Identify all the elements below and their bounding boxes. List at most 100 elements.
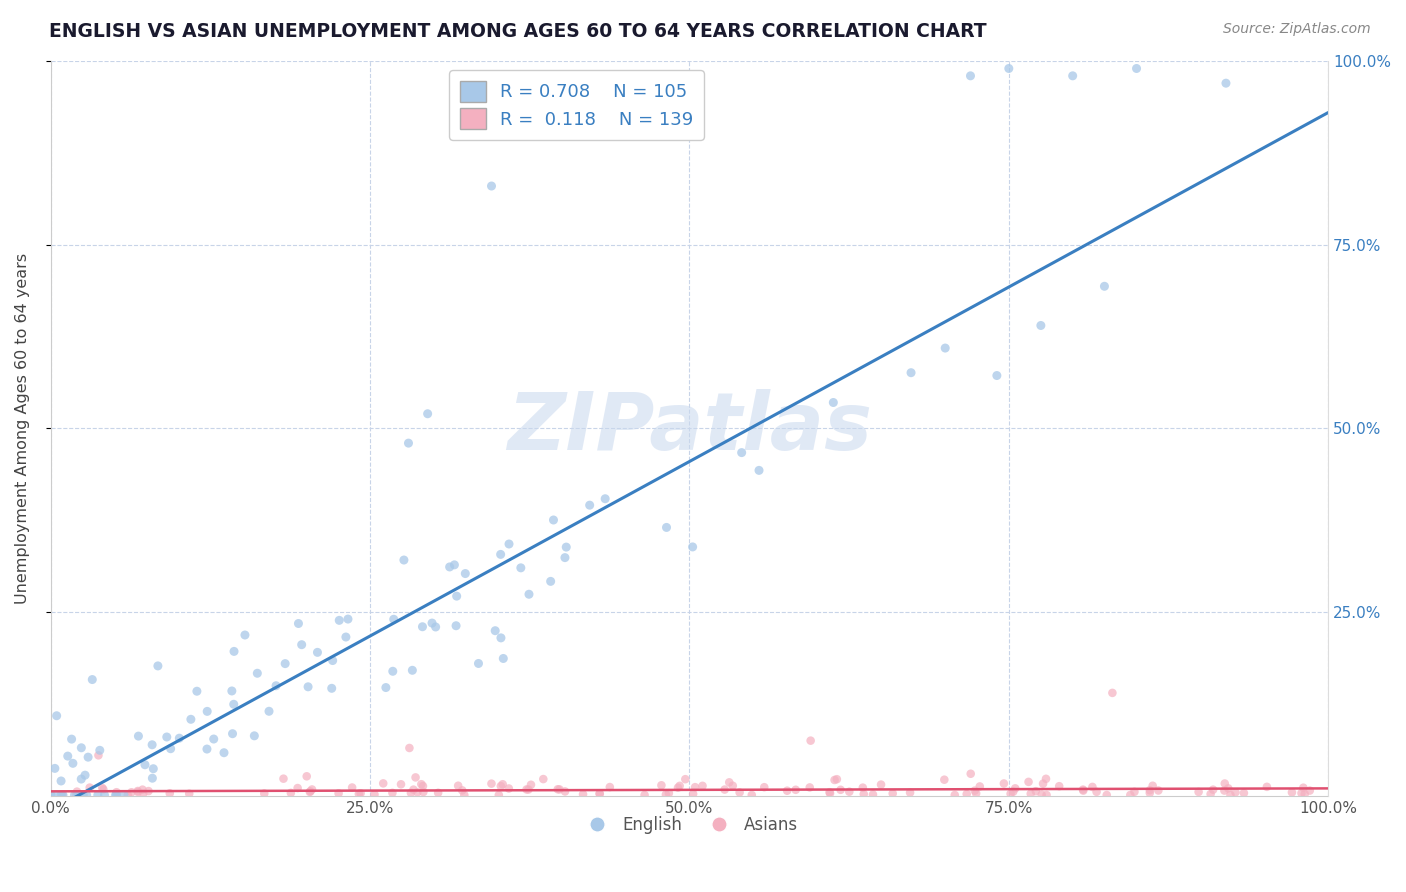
Point <box>75 768 97 782</box>
Point <box>142 762 165 776</box>
Point <box>335 630 357 644</box>
Point <box>998 62 1021 76</box>
Point <box>221 727 243 741</box>
Point <box>70 740 93 755</box>
Point <box>956 787 979 801</box>
Point <box>1139 786 1161 800</box>
Point <box>87 748 110 763</box>
Point <box>347 787 370 801</box>
Point <box>328 786 350 800</box>
Point <box>1047 779 1070 793</box>
Point <box>1125 62 1147 76</box>
Point <box>1256 780 1278 794</box>
Point <box>89 743 111 757</box>
Point <box>776 783 799 797</box>
Point <box>297 680 319 694</box>
Point <box>1292 780 1315 795</box>
Point <box>1025 784 1047 798</box>
Point <box>374 681 396 695</box>
Point <box>416 407 439 421</box>
Point <box>489 548 512 562</box>
Point <box>443 558 465 572</box>
Point <box>273 772 295 786</box>
Point <box>1094 279 1116 293</box>
Point <box>488 788 510 802</box>
Point <box>156 730 179 744</box>
Point <box>381 786 404 800</box>
Point <box>322 654 344 668</box>
Point <box>748 463 770 477</box>
Point <box>1218 781 1240 796</box>
Point <box>412 779 434 793</box>
Point <box>82 673 104 687</box>
Point <box>548 782 571 797</box>
Point <box>1233 786 1256 800</box>
Point <box>1002 785 1025 799</box>
Point <box>398 741 420 756</box>
Point <box>555 540 578 554</box>
Point <box>498 537 520 551</box>
Point <box>934 341 956 355</box>
Point <box>1219 788 1241 802</box>
Point <box>451 783 474 797</box>
Point <box>852 787 875 801</box>
Point <box>363 788 385 802</box>
Point <box>683 780 706 794</box>
Point <box>467 657 489 671</box>
Point <box>517 587 540 601</box>
Point <box>446 589 468 603</box>
Point <box>138 784 160 798</box>
Point <box>1147 783 1170 797</box>
Point <box>754 780 776 795</box>
Point <box>741 788 763 802</box>
Point <box>658 786 681 800</box>
Point <box>39 788 62 802</box>
Point <box>520 778 543 792</box>
Point <box>301 782 323 797</box>
Point <box>489 631 512 645</box>
Point <box>222 644 245 658</box>
Point <box>1018 775 1040 789</box>
Point <box>93 788 115 802</box>
Point <box>427 786 450 800</box>
Point <box>1019 787 1042 801</box>
Point <box>295 769 318 783</box>
Point <box>830 782 852 797</box>
Point <box>900 366 922 380</box>
Point <box>1291 786 1313 800</box>
Point <box>1139 783 1161 797</box>
Point <box>439 560 461 574</box>
Point <box>253 787 276 801</box>
Point <box>447 779 470 793</box>
Point <box>1294 787 1316 801</box>
Point <box>420 616 443 631</box>
Point <box>655 788 678 802</box>
Point <box>1225 785 1247 799</box>
Point <box>280 786 302 800</box>
Point <box>484 624 506 638</box>
Point <box>328 613 350 627</box>
Point <box>44 761 66 775</box>
Point <box>1299 783 1322 797</box>
Point <box>986 368 1008 383</box>
Point <box>554 550 576 565</box>
Point <box>963 783 986 797</box>
Point <box>146 659 169 673</box>
Point <box>588 786 610 800</box>
Point <box>509 561 531 575</box>
Point <box>517 782 540 797</box>
Point <box>1199 787 1222 801</box>
Point <box>1202 782 1225 797</box>
Point <box>66 784 89 798</box>
Point <box>718 775 741 789</box>
Y-axis label: Unemployment Among Ages 60 to 64 years: Unemployment Among Ages 60 to 64 years <box>15 252 30 604</box>
Point <box>728 785 751 799</box>
Point <box>63 788 86 802</box>
Point <box>246 666 269 681</box>
Point <box>1085 785 1108 799</box>
Point <box>65 788 87 802</box>
Point <box>373 776 395 790</box>
Point <box>454 566 477 581</box>
Point <box>406 785 429 799</box>
Point <box>713 782 735 797</box>
